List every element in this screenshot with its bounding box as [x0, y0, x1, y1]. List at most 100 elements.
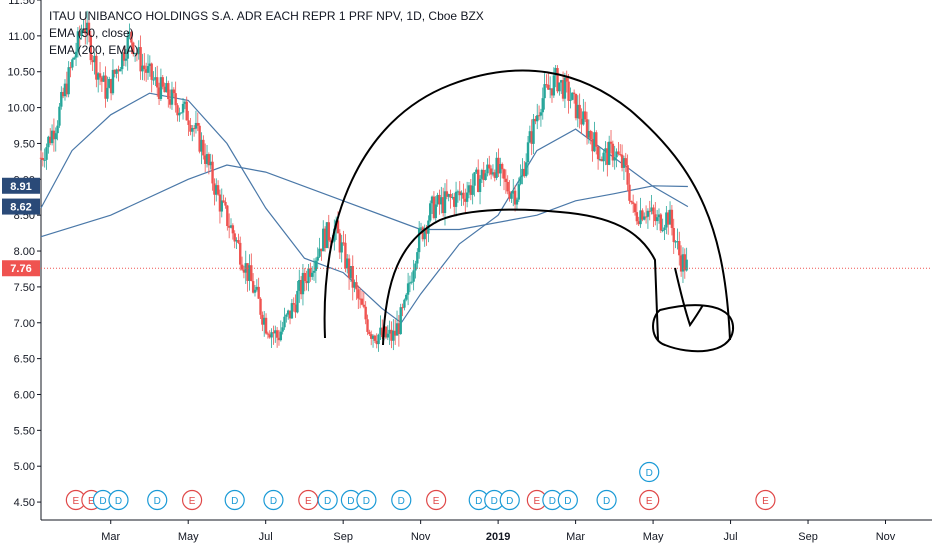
candle	[515, 197, 519, 211]
candle	[178, 107, 181, 122]
candle	[366, 314, 369, 336]
dividend-marker[interactable]: D	[263, 489, 284, 511]
candle	[368, 329, 371, 337]
svg-text:E: E	[646, 496, 653, 507]
legend-title: ITAU UNIBANCO HOLDINGS S.A. ADR EACH REP…	[49, 9, 484, 23]
candle	[179, 112, 183, 114]
candle	[476, 159, 480, 193]
candle	[159, 68, 163, 102]
candle	[283, 307, 286, 330]
svg-text:E: E	[73, 496, 80, 507]
candle	[303, 267, 306, 292]
candle	[133, 52, 137, 62]
candle	[654, 202, 657, 226]
price-tag-blue: 8.91	[2, 177, 40, 194]
candle	[390, 321, 393, 349]
candle	[50, 124, 54, 146]
candle	[447, 193, 450, 202]
candle	[569, 87, 572, 109]
candle	[353, 279, 356, 293]
candle	[489, 165, 493, 180]
candle	[630, 200, 633, 205]
svg-text:D: D	[363, 496, 370, 507]
candle	[113, 69, 116, 78]
candle	[154, 67, 157, 87]
svg-text:D: D	[270, 496, 277, 507]
candle	[628, 173, 631, 204]
candle	[486, 158, 489, 177]
svg-text:D: D	[475, 496, 482, 507]
earnings-marker[interactable]: E	[755, 489, 776, 511]
candle	[322, 220, 325, 252]
dividend-marker[interactable]: D	[557, 489, 578, 511]
candle	[558, 82, 561, 96]
dividend-marker[interactable]: D	[499, 489, 520, 511]
candle	[89, 30, 93, 65]
candle	[617, 142, 620, 156]
candle	[414, 260, 417, 279]
dividend-marker[interactable]: D	[391, 489, 412, 511]
x-tick-label: Nov	[411, 531, 431, 543]
candle	[563, 72, 567, 109]
candle	[373, 334, 377, 343]
candle	[296, 281, 299, 314]
candle	[91, 55, 94, 71]
earnings-marker[interactable]: E	[181, 489, 203, 511]
candle	[342, 230, 345, 246]
candle	[609, 129, 613, 154]
svg-text:D: D	[324, 496, 331, 507]
candle	[211, 154, 214, 191]
candle	[281, 321, 284, 335]
dividend-marker[interactable]: D	[596, 489, 617, 511]
candle	[43, 148, 46, 168]
svg-text:D: D	[154, 496, 161, 507]
dividend-marker[interactable]: D	[108, 489, 129, 511]
candle	[117, 65, 120, 82]
candle	[506, 175, 509, 195]
candle	[410, 272, 413, 285]
earnings-marker[interactable]: E	[526, 489, 547, 511]
candle	[200, 132, 203, 165]
dividend-marker[interactable]: D	[147, 489, 168, 511]
candle	[213, 178, 216, 206]
candle	[253, 284, 257, 297]
dividend-marker[interactable]: D	[224, 489, 245, 511]
dividend-marker[interactable]: D	[639, 461, 660, 483]
svg-text:D: D	[646, 468, 653, 479]
candle	[631, 194, 635, 213]
ema50-line	[40, 92, 689, 324]
y-tick-label: 7.50	[14, 282, 35, 294]
earnings-marker[interactable]: E	[298, 489, 319, 511]
time-axis: Mar May Jul Sep Nov 2019 Mar May Jul Sep Nov	[41, 519, 932, 543]
candle	[52, 118, 56, 152]
earnings-marker[interactable]: E	[426, 489, 447, 511]
candle	[172, 87, 176, 98]
candle	[74, 42, 78, 66]
candle	[165, 76, 168, 93]
candle	[290, 298, 294, 319]
candle	[453, 193, 456, 216]
dividend-marker[interactable]: D	[317, 489, 338, 511]
y-tick-label: 10.50	[7, 67, 35, 79]
candle	[130, 30, 133, 54]
y-tick-label: 6.00	[14, 389, 35, 401]
earnings-marker[interactable]: E	[639, 489, 660, 511]
candle	[347, 254, 351, 290]
candle	[239, 236, 242, 271]
candle	[655, 209, 659, 231]
ema200-line-group	[40, 164, 688, 238]
candle	[596, 145, 600, 170]
candle	[124, 48, 128, 67]
candle	[593, 121, 596, 153]
candle	[63, 79, 67, 101]
dividend-marker[interactable]: D	[356, 489, 377, 511]
svg-text:E: E	[88, 496, 95, 507]
candle	[209, 153, 212, 170]
drawing-inner-arc	[382, 208, 659, 346]
candle	[384, 325, 388, 340]
candle	[207, 152, 211, 175]
candle	[644, 205, 648, 224]
candle	[482, 161, 485, 188]
candle	[275, 327, 279, 348]
